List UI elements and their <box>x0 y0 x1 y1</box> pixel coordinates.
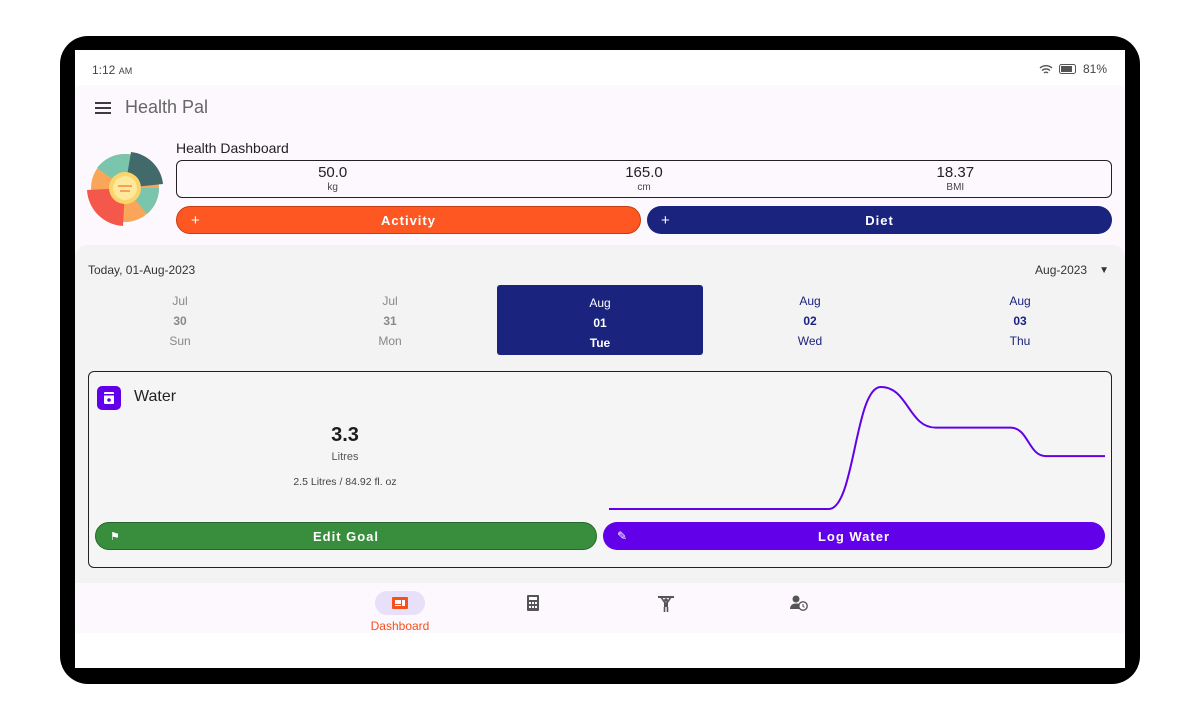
metric-height: 165.0 cm <box>625 164 663 193</box>
diet-button[interactable]: + Diet <box>647 206 1112 234</box>
day-item-selected[interactable]: Aug 01 Tue <box>497 285 703 355</box>
day-item[interactable]: Jul 31 Mon <box>378 294 402 348</box>
screen: 1:12 AM 81% Health Pal Health Dashboard … <box>75 50 1125 668</box>
dashboard-title: Health Dashboard <box>176 140 289 156</box>
log-water-button[interactable]: ✎ Log Water <box>603 522 1105 550</box>
date-strip: Jul 30 Sun Jul 31 Mon Aug 01 Tue Aug 02 Wed Aug 0… <box>75 285 1125 355</box>
calculator-icon <box>527 595 539 611</box>
nav-fitness[interactable] <box>636 591 696 615</box>
metric-weight: 50.0 kg <box>318 164 348 193</box>
day-item[interactable]: Jul 30 Sun <box>169 294 191 348</box>
app: Health Pal Health Dashboard 50.0 kg 165.0… <box>75 85 1125 633</box>
dashboard-icon <box>392 597 408 609</box>
nav-calculator[interactable] <box>503 591 563 615</box>
dropdown-arrow-icon: ▼ <box>1099 264 1109 276</box>
nav-history[interactable] <box>769 591 829 615</box>
wifi-icon <box>1039 64 1053 74</box>
weightlifter-icon <box>658 596 674 612</box>
month-selector[interactable]: Aug-2023 ▼ <box>1035 263 1109 277</box>
content-section: Today, 01-Aug-2023 Aug-2023 ▼ Jul 30 Sun Ju… <box>75 245 1125 583</box>
health-logo-icon <box>87 152 163 226</box>
user-clock-icon <box>790 595 808 611</box>
clock: 1:12 <box>92 63 116 77</box>
app-title: Health Pal <box>125 97 209 117</box>
metric-bmi: 18.37 BMI <box>936 164 975 193</box>
battery-icon <box>1058 64 1076 74</box>
plus-icon: + <box>191 211 201 229</box>
nav-dashboard[interactable]: Dashboard <box>370 591 430 633</box>
water-amount: 3.3 <box>331 424 359 446</box>
clock-ampm: AM <box>118 66 133 76</box>
battery-percent: 81% <box>1082 62 1107 76</box>
activity-button[interactable]: + Activity <box>176 206 641 234</box>
metrics-panel: 50.0 kg 165.0 cm 18.37 BMI <box>176 160 1112 198</box>
status-bar: 1:12 AM 81% <box>75 50 1125 85</box>
magic-wand-icon: ✎ <box>617 529 629 543</box>
water-goal: 2.5 Litres / 84.92 fl. oz <box>293 476 397 488</box>
day-item[interactable]: Aug 02 Wed <box>797 294 823 348</box>
plus-icon: + <box>661 211 671 229</box>
water-unit: Litres <box>331 451 359 463</box>
bottom-nav: Dashboard <box>75 583 1125 633</box>
water-series-line <box>608 385 1105 511</box>
today-label: Today, 01-Aug-2023 <box>88 263 196 277</box>
water-cup-icon <box>97 386 121 410</box>
edit-goal-button[interactable]: ⚑ Edit Goal <box>95 522 597 550</box>
day-item[interactable]: Aug 03 Thu <box>1009 294 1031 348</box>
water-chart <box>608 385 1105 511</box>
menu-icon[interactable] <box>95 101 111 114</box>
flag-icon: ⚑ <box>110 530 121 543</box>
water-title: Water <box>134 388 177 405</box>
water-card: Water 3.3 Litres 2.5 Litres / 84.92 fl. o… <box>88 371 1112 568</box>
